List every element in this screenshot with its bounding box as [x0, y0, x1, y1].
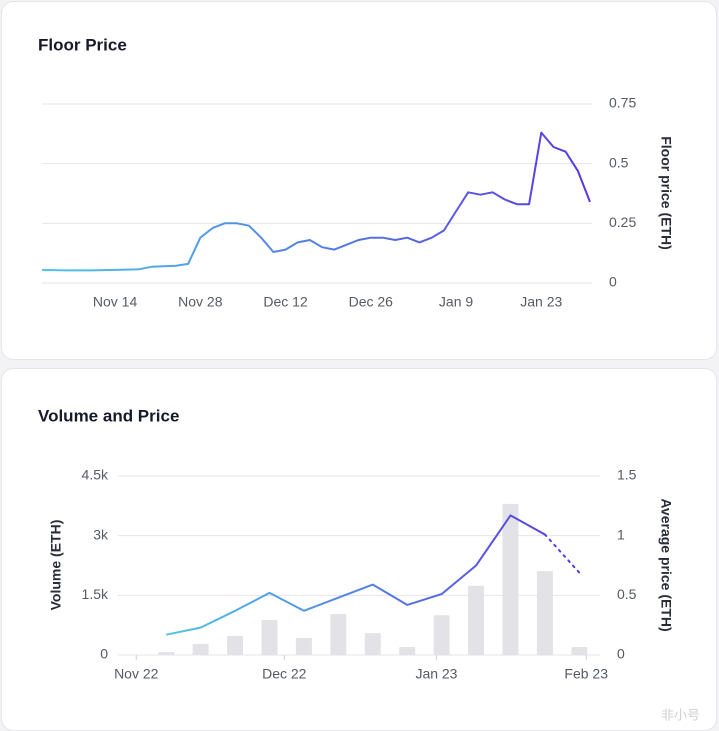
- x-tick-label: Jan 23: [415, 666, 457, 682]
- bar: [399, 647, 416, 655]
- x-tick-label: Nov 14: [93, 294, 138, 310]
- y2-axis-label: Average price (ETH): [658, 498, 674, 631]
- line: [165, 514, 546, 636]
- bar: [227, 635, 244, 655]
- x-tick-label: Nov 28: [178, 294, 223, 310]
- bar: [192, 643, 209, 655]
- bar: [433, 615, 450, 655]
- chart-title: Volume and Price: [38, 406, 179, 425]
- x-tick-label: Nov 22: [114, 666, 159, 682]
- y2-tick-label: 1: [617, 526, 625, 542]
- bar: [571, 647, 588, 655]
- bar: [295, 637, 312, 655]
- y-tick-label: 0.5: [609, 154, 629, 170]
- y-tick-label: 0: [609, 274, 617, 290]
- y-tick-label: 4.5k: [82, 467, 109, 483]
- line-projection: [543, 533, 581, 574]
- y2-tick-label: 0.5: [617, 586, 637, 602]
- y-tick-label: 0: [100, 646, 108, 662]
- x-tick-label: Dec 22: [262, 666, 307, 682]
- card: [1, 1, 717, 360]
- bar: [364, 633, 381, 655]
- bar: [502, 503, 519, 655]
- watermark: 非小号: [661, 707, 700, 722]
- x-tick-label: Jan 9: [439, 294, 473, 310]
- y2-tick-label: 0: [617, 646, 625, 662]
- x-tick-label: Dec 12: [263, 294, 308, 310]
- bar: [158, 652, 175, 655]
- y-tick-label: 1.5k: [82, 586, 109, 602]
- x-tick-label: Dec 26: [349, 294, 394, 310]
- bar: [261, 619, 278, 655]
- bar: [536, 571, 553, 655]
- chart-title: Floor Price: [38, 35, 127, 54]
- x-tick-label: Feb 23: [564, 666, 608, 682]
- y-axis-label: Floor price (ETH): [658, 136, 674, 250]
- bar: [468, 585, 485, 655]
- y-axis-label: Volume (ETH): [48, 520, 64, 611]
- bar: [330, 614, 347, 655]
- x-tick-label: Jan 23: [520, 294, 562, 310]
- y2-tick-label: 1.5: [617, 467, 637, 483]
- y-tick-label: 0.25: [609, 214, 636, 230]
- line: [41, 131, 591, 272]
- y-tick-label: 0.75: [609, 95, 636, 111]
- y-tick-label: 3k: [93, 526, 109, 542]
